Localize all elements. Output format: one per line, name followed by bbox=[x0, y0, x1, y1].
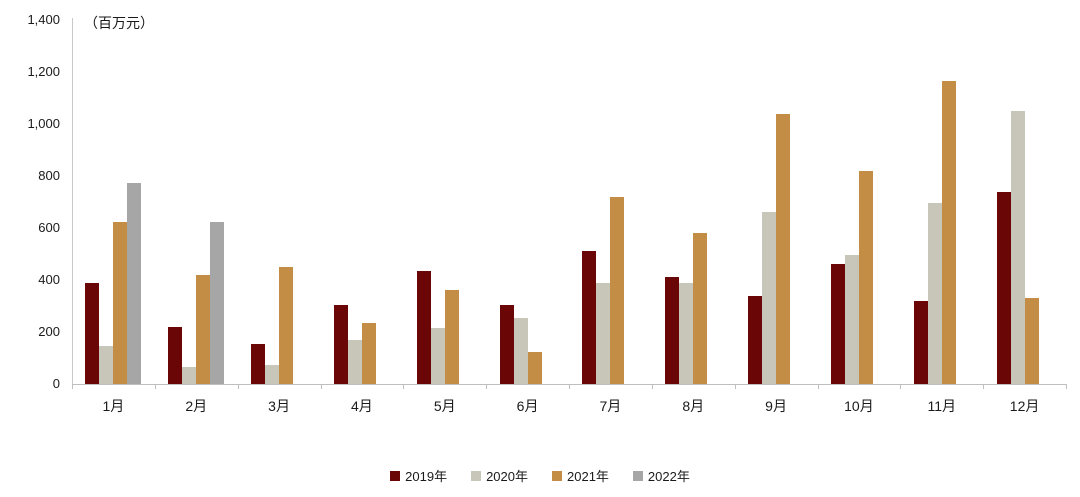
bar-2020-6 bbox=[513, 317, 528, 384]
x-axis-tick bbox=[237, 384, 239, 389]
x-tick-label: 9月 bbox=[765, 398, 787, 414]
legend-item-2019: 2019年 bbox=[390, 466, 447, 485]
bar-2020-12 bbox=[1010, 111, 1025, 384]
x-tick-label: 11月 bbox=[927, 398, 957, 414]
bar-2019-1 bbox=[85, 282, 100, 384]
x-axis-tick bbox=[486, 384, 488, 389]
x-axis-tick bbox=[154, 384, 156, 389]
bar-2019-12 bbox=[996, 191, 1011, 384]
y-axis-line bbox=[72, 18, 73, 384]
bar-2020-2 bbox=[182, 367, 197, 384]
bar-2019-7 bbox=[582, 251, 597, 384]
x-tick-label: 12月 bbox=[1009, 398, 1040, 414]
y-tick-label: 400 bbox=[38, 272, 60, 287]
bar-2019-9 bbox=[748, 295, 763, 384]
bar-2022-1 bbox=[127, 182, 142, 384]
x-tick-label: 7月 bbox=[599, 398, 622, 414]
bar-2021-3 bbox=[279, 267, 294, 384]
bar-2021-9 bbox=[776, 113, 791, 384]
y-tick-label: 1,200 bbox=[27, 64, 60, 79]
y-tick-label: 800 bbox=[38, 168, 60, 183]
legend-label: 2022年 bbox=[647, 469, 690, 484]
bar-2021-5 bbox=[444, 290, 459, 384]
y-tick-label: 1,400 bbox=[27, 12, 60, 27]
legend-swatch-icon bbox=[471, 470, 482, 481]
bar-2020-8 bbox=[679, 282, 694, 384]
bar-2021-1 bbox=[113, 221, 128, 384]
bar-2021-2 bbox=[196, 274, 211, 384]
bar-2022-2 bbox=[210, 221, 225, 384]
bar-2020-4 bbox=[347, 339, 362, 384]
legend-label: 2020年 bbox=[486, 469, 528, 484]
x-tick-label: 4月 bbox=[351, 398, 373, 414]
legend-label: 2021年 bbox=[567, 469, 609, 484]
bar-2020-7 bbox=[596, 282, 611, 384]
x-axis-tick bbox=[403, 384, 405, 389]
bar-2019-10 bbox=[830, 264, 845, 384]
x-tick-label: 10月 bbox=[844, 398, 874, 414]
legend-item-2021: 2021年 bbox=[552, 466, 609, 485]
legend-swatch-icon bbox=[552, 470, 562, 481]
bar-2019-3 bbox=[251, 343, 266, 384]
x-axis-tick bbox=[1066, 384, 1067, 389]
bar-2020-10 bbox=[844, 255, 859, 384]
bar-2019-8 bbox=[665, 277, 680, 384]
x-axis-tick bbox=[651, 384, 653, 389]
x-axis-tick bbox=[817, 384, 819, 389]
x-tick-label: 8月 bbox=[682, 398, 705, 414]
legend-label: 2019年 bbox=[405, 469, 448, 484]
x-axis-tick bbox=[900, 384, 902, 389]
x-tick-label: 5月 bbox=[433, 398, 456, 414]
legend-item-2020: 2020年 bbox=[471, 466, 528, 485]
x-axis-tick bbox=[734, 384, 736, 389]
bar-2021-12 bbox=[1024, 298, 1039, 384]
bar-2020-3 bbox=[265, 364, 280, 384]
bar-2021-7 bbox=[610, 196, 625, 384]
y-tick-label: 0 bbox=[52, 376, 60, 391]
y-axis-unit-label: （百万元） bbox=[84, 15, 154, 31]
x-tick-label: 3月 bbox=[268, 398, 290, 414]
bar-2020-9 bbox=[762, 212, 777, 384]
legend: 2019年 2020年 2021年 2022年 bbox=[0, 466, 1080, 485]
x-tick-label: 1月 bbox=[102, 398, 125, 414]
legend-swatch-icon bbox=[390, 470, 401, 481]
bar-2019-6 bbox=[499, 304, 514, 384]
bar-2019-5 bbox=[416, 270, 431, 384]
x-axis-tick bbox=[320, 384, 322, 389]
bar-2019-2 bbox=[168, 326, 183, 384]
bar-2019-11 bbox=[913, 300, 928, 384]
bar-2020-1 bbox=[99, 346, 114, 384]
bar-2021-11 bbox=[941, 81, 956, 384]
bar-2020-5 bbox=[430, 328, 445, 384]
legend-item-2022: 2022年 bbox=[632, 466, 690, 485]
bar-2021-10 bbox=[858, 170, 873, 384]
bar-2019-4 bbox=[333, 304, 348, 384]
bar-2021-6 bbox=[527, 351, 542, 384]
x-axis-tick bbox=[72, 384, 73, 389]
x-axis-tick bbox=[569, 384, 570, 389]
y-tick-label: 200 bbox=[38, 324, 60, 339]
bar-2020-11 bbox=[927, 203, 942, 384]
x-tick-label: 2月 bbox=[185, 398, 208, 414]
bar-2021-4 bbox=[361, 322, 376, 384]
y-tick-label: 600 bbox=[38, 220, 60, 235]
x-tick-label: 6月 bbox=[516, 398, 539, 414]
y-tick-label: 1,000 bbox=[27, 116, 60, 131]
x-axis-tick bbox=[983, 384, 985, 389]
bar-2021-8 bbox=[693, 233, 708, 384]
legend-swatch-icon bbox=[632, 470, 643, 481]
